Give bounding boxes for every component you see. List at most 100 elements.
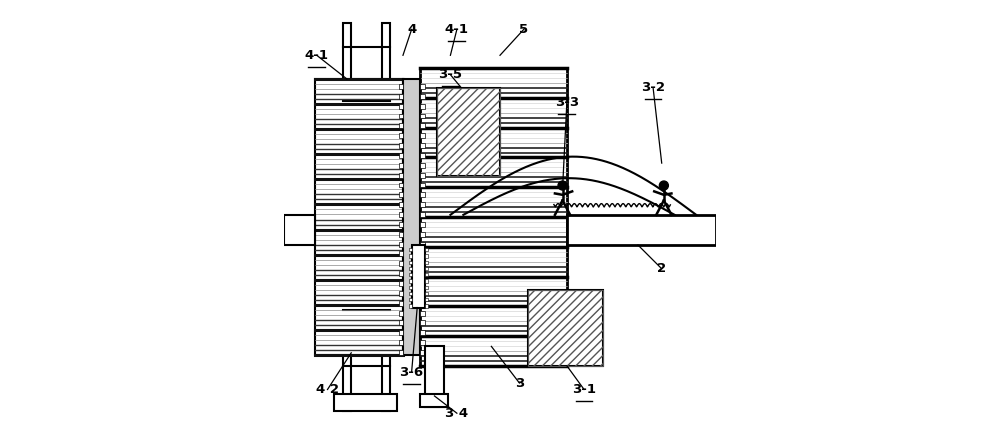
Bar: [420, 68, 567, 366]
Bar: [420, 291, 425, 296]
Bar: [409, 298, 412, 301]
Text: 4-1: 4-1: [445, 23, 469, 36]
Bar: [425, 286, 428, 289]
Bar: [399, 192, 403, 197]
Bar: [343, 23, 351, 411]
Text: 3-5: 3-5: [438, 68, 462, 81]
Bar: [420, 394, 448, 407]
Bar: [420, 242, 425, 247]
Bar: [409, 292, 412, 295]
Bar: [399, 133, 403, 138]
Bar: [399, 340, 403, 345]
Bar: [528, 290, 603, 366]
Bar: [420, 123, 425, 128]
Bar: [420, 202, 425, 207]
Bar: [409, 267, 412, 270]
Bar: [420, 84, 425, 89]
Bar: [399, 350, 403, 355]
Bar: [420, 301, 425, 306]
Bar: [399, 173, 403, 178]
Bar: [425, 267, 428, 270]
Bar: [412, 245, 425, 308]
Bar: [399, 261, 403, 266]
Bar: [399, 320, 403, 326]
Bar: [399, 311, 403, 316]
Bar: [420, 311, 425, 316]
Bar: [399, 222, 403, 227]
Bar: [315, 79, 403, 355]
Bar: [420, 173, 425, 178]
Bar: [425, 248, 428, 251]
Bar: [409, 254, 412, 257]
Bar: [420, 114, 425, 118]
Bar: [437, 88, 500, 176]
Bar: [420, 104, 425, 108]
Text: 3 4: 3 4: [445, 407, 468, 420]
Bar: [399, 114, 403, 118]
Bar: [420, 163, 425, 168]
Bar: [420, 192, 425, 197]
Bar: [420, 212, 425, 217]
Bar: [420, 271, 425, 276]
Bar: [409, 279, 412, 283]
Bar: [425, 254, 428, 257]
Bar: [399, 281, 403, 286]
Bar: [399, 163, 403, 168]
Text: 3: 3: [515, 377, 524, 390]
Text: 4-1: 4-1: [305, 49, 329, 62]
Bar: [425, 304, 428, 308]
Bar: [420, 330, 425, 335]
Bar: [399, 94, 403, 99]
Bar: [399, 202, 403, 207]
Bar: [409, 286, 412, 289]
Text: 2: 2: [657, 262, 666, 275]
Bar: [399, 242, 403, 247]
Circle shape: [659, 181, 668, 190]
Bar: [399, 291, 403, 296]
Bar: [409, 248, 412, 251]
Bar: [409, 261, 412, 264]
Text: 4 2: 4 2: [316, 383, 339, 396]
Bar: [399, 183, 403, 187]
Bar: [284, 215, 315, 245]
Bar: [399, 330, 403, 335]
Bar: [425, 261, 428, 264]
Bar: [399, 143, 403, 148]
Text: 3-1: 3-1: [572, 383, 596, 396]
Bar: [399, 84, 403, 89]
Bar: [399, 212, 403, 217]
Text: 3-3: 3-3: [555, 96, 579, 109]
Bar: [420, 94, 425, 99]
Bar: [528, 290, 603, 366]
Bar: [420, 143, 425, 148]
Text: 5: 5: [519, 23, 528, 36]
Bar: [399, 104, 403, 108]
Bar: [409, 304, 412, 308]
Bar: [403, 79, 420, 355]
Bar: [425, 279, 428, 283]
Bar: [420, 153, 425, 158]
Bar: [334, 394, 397, 411]
Bar: [425, 346, 444, 407]
Text: 4: 4: [407, 23, 416, 36]
Bar: [420, 183, 425, 187]
Bar: [382, 23, 390, 411]
Bar: [399, 301, 403, 306]
Bar: [420, 320, 425, 326]
Bar: [437, 88, 500, 176]
Bar: [399, 232, 403, 237]
Bar: [399, 271, 403, 276]
Bar: [409, 273, 412, 276]
Bar: [399, 123, 403, 128]
Bar: [420, 222, 425, 227]
Bar: [425, 292, 428, 295]
Bar: [420, 340, 425, 345]
Bar: [399, 153, 403, 158]
Bar: [399, 251, 403, 256]
Bar: [420, 261, 425, 266]
Bar: [420, 251, 425, 256]
Circle shape: [558, 181, 567, 190]
Bar: [420, 281, 425, 286]
Text: 3-2: 3-2: [641, 81, 665, 94]
Bar: [420, 232, 425, 237]
